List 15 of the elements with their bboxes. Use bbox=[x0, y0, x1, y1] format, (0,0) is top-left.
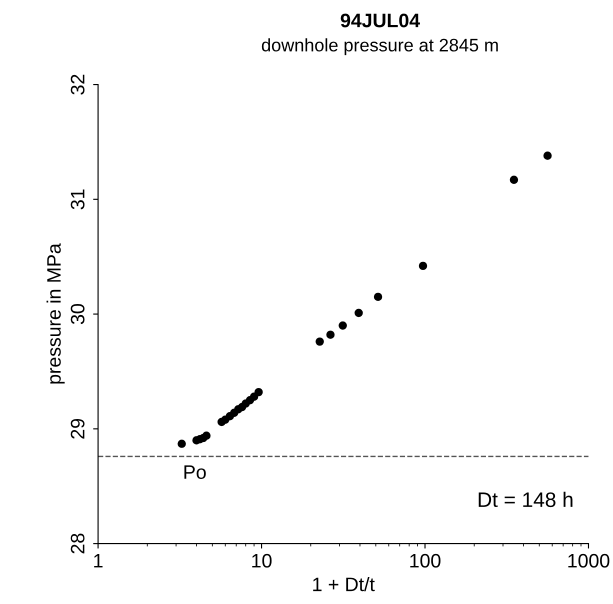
y-tick-label: 30 bbox=[70, 304, 85, 324]
x-axis-title: 1 + Dt/t bbox=[313, 577, 375, 592]
chart-subtitle: downhole pressure at 2845 m bbox=[262, 38, 498, 56]
y-tick-label: 29 bbox=[70, 418, 85, 439]
ref-line-label: Po bbox=[184, 465, 206, 479]
x-tick-label: 10 bbox=[252, 554, 272, 568]
chart-title: 94JUL04 bbox=[340, 14, 420, 28]
y-tick-label: 28 bbox=[70, 534, 85, 554]
x-tick-label: 100 bbox=[410, 554, 440, 568]
y-axis-title: pressure in MPa bbox=[46, 243, 65, 384]
annotation: Dt = 148 h bbox=[478, 492, 572, 508]
y-tick-label: 31 bbox=[70, 189, 85, 210]
y-tick-label: 32 bbox=[70, 74, 85, 95]
x-tick-label: 1000 bbox=[568, 554, 610, 568]
x-tick-label: 1 bbox=[94, 554, 103, 568]
